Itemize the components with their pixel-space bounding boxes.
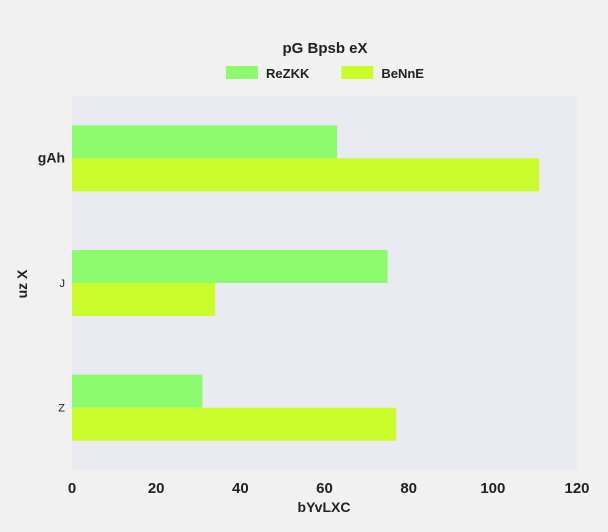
bar-BeNnE-Z [72,407,397,441]
y-axis-label: uz X [14,269,30,298]
x-tick-label: 60 [316,480,333,497]
y-tick-label: J [60,278,66,290]
y-tick-label: Z [58,403,65,415]
bar-BeNnE-gAh [72,158,540,192]
legend-label: ReZKK [266,66,310,81]
legend: ReZKK BeNnE [226,66,424,81]
x-tick-label: 40 [232,480,249,497]
y-axis-ticks: gAh J Z [38,149,65,414]
bar-ReZKK-J [72,250,388,283]
bars [72,125,540,441]
legend-swatch [341,66,374,79]
bar-ReZKK-Z [72,374,203,408]
x-tick-label: 120 [564,480,589,497]
x-tick-label: 100 [480,480,505,497]
x-axis-label: bYvLXC [298,499,351,515]
chart-title: pG Bpsb eX [282,40,367,57]
legend-swatch [226,66,259,79]
x-tick-label: 0 [68,480,76,497]
x-tick-label: 80 [400,480,417,497]
legend-label: BeNnE [381,66,424,81]
x-axis-ticks: 0 20 40 60 80 100 120 [68,480,590,497]
x-tick-label: 20 [148,480,165,497]
bar-ReZKK-gAh [72,125,338,159]
bar-BeNnE-J [72,283,216,316]
y-tick-label: gAh [38,149,65,165]
